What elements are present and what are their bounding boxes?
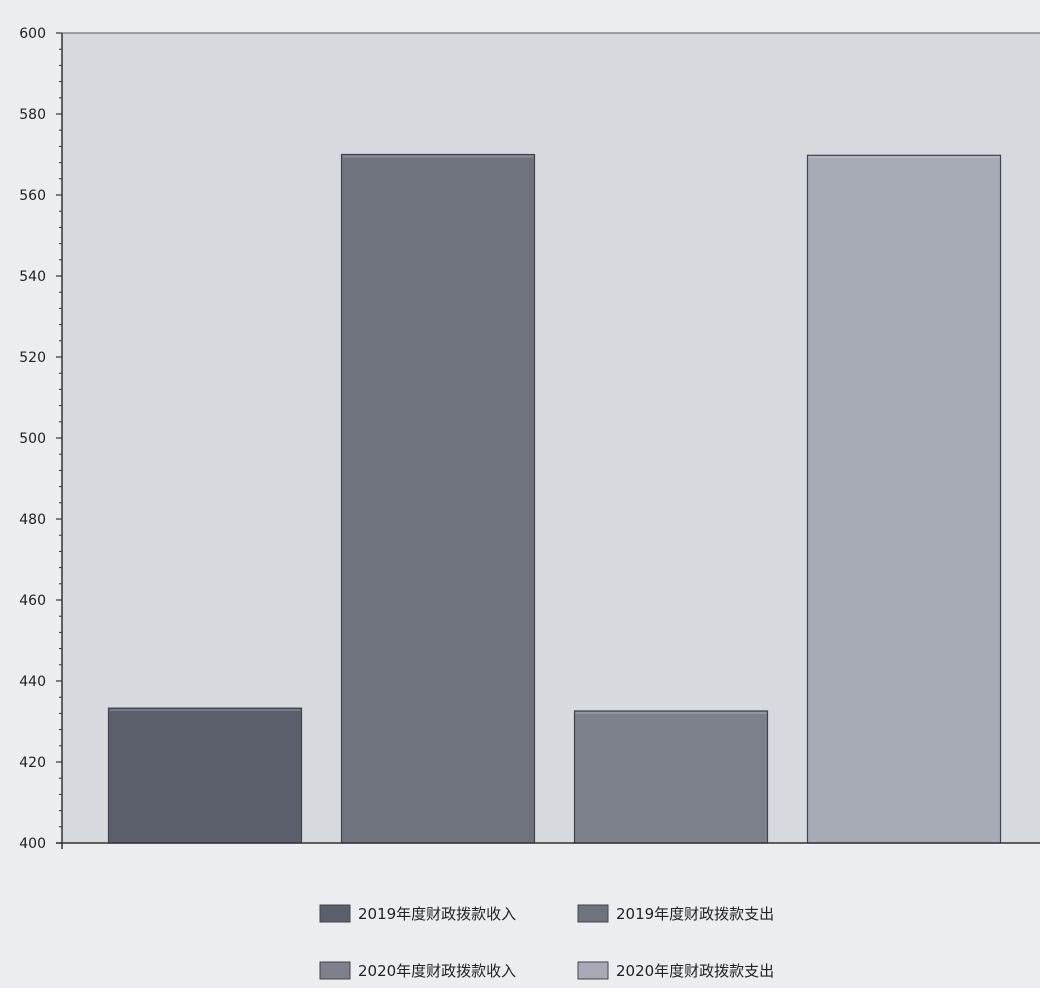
legend-label: 2020年度财政拨款收入: [358, 962, 516, 980]
legend-label: 2020年度财政拨款支出: [616, 962, 774, 980]
y-tick-label: 500: [19, 431, 46, 447]
y-axis-ticks: 400 420 440 460 480 500 520 540 560 580 600: [19, 26, 62, 852]
bar-highlight: [342, 155, 534, 158]
bar-2: [340, 153, 536, 844]
y-tick-label: 420: [19, 755, 46, 771]
legend-label: 2019年度财政拨款支出: [616, 905, 774, 923]
bars-group: [107, 153, 1002, 844]
y-tick-label: 460: [19, 593, 46, 609]
legend: 2019年度财政拨款收入 2019年度财政拨款支出 2020年度财政拨款收入 2020…: [319, 904, 774, 980]
y-tick-label: 480: [19, 512, 46, 528]
legend-swatch: [319, 904, 351, 923]
bar-1: [107, 707, 303, 844]
y-tick-label: 540: [19, 269, 46, 285]
legend-swatch: [577, 961, 609, 980]
bar-3: [573, 710, 769, 844]
bar-highlight: [109, 709, 301, 712]
bar-highlight: [575, 711, 767, 714]
bar-highlight: [808, 156, 1000, 159]
legend-swatch: [319, 961, 351, 980]
y-tick-label: 440: [19, 674, 46, 690]
y-tick-label: 600: [19, 26, 46, 42]
y-tick-label: 580: [19, 107, 46, 123]
legend-label: 2019年度财政拨款收入: [358, 905, 516, 923]
legend-swatch: [577, 904, 609, 923]
bar-4: [806, 154, 1002, 844]
y-tick-label: 560: [19, 188, 46, 204]
y-tick-label: 520: [19, 350, 46, 366]
y-tick-label: 400: [19, 836, 46, 852]
